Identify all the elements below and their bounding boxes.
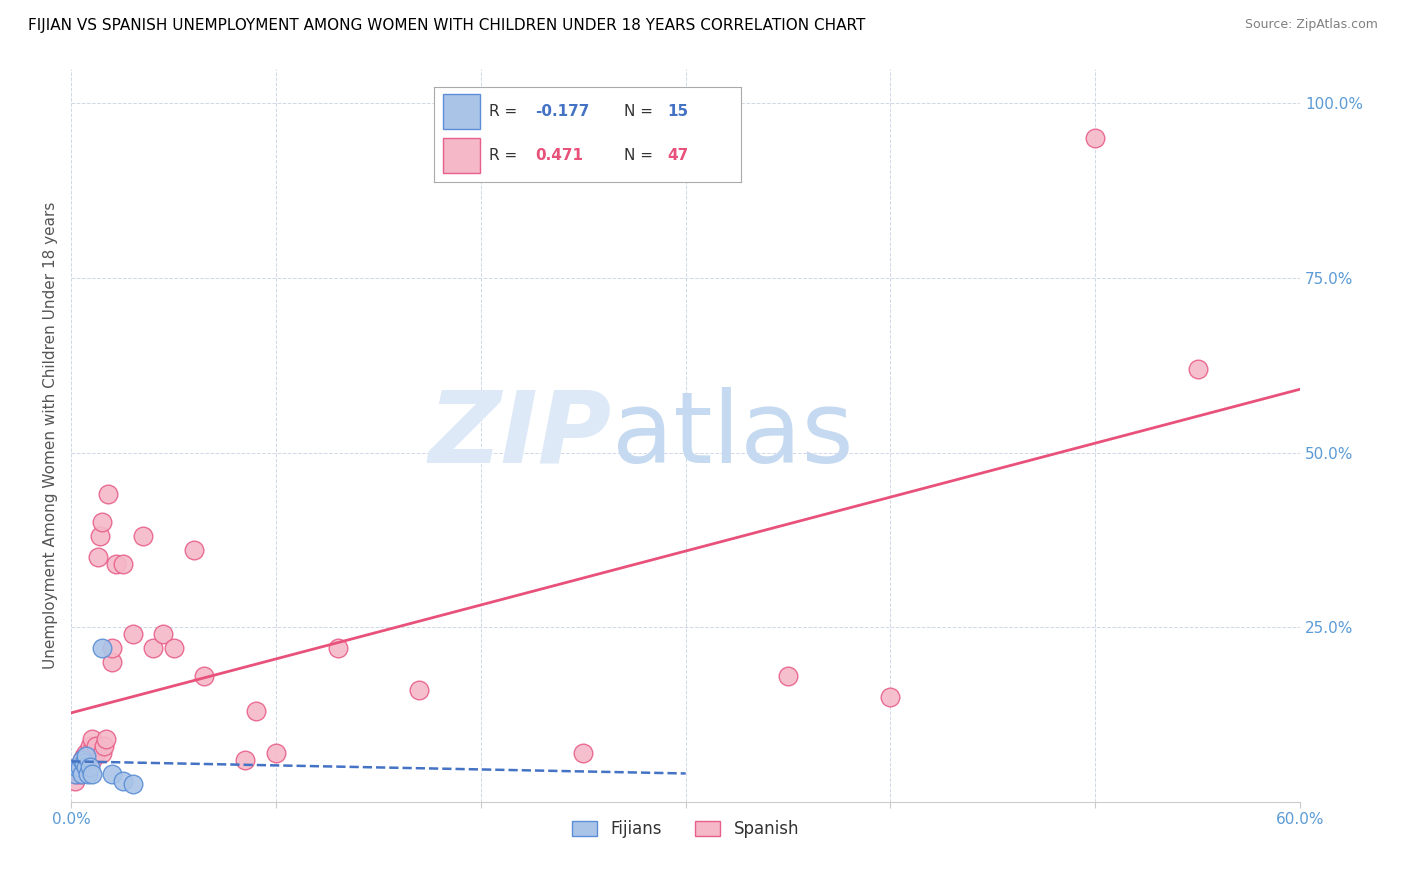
Point <box>75 759 97 773</box>
Point <box>80 766 103 780</box>
Point <box>1187 361 1209 376</box>
Point <box>76 766 98 780</box>
Point <box>326 640 349 655</box>
Point <box>121 777 143 791</box>
Point <box>80 731 103 746</box>
Text: atlas: atlas <box>612 386 853 483</box>
Point <box>91 516 114 530</box>
Point <box>91 640 114 655</box>
Point <box>121 627 143 641</box>
Text: ZIP: ZIP <box>429 386 612 483</box>
Point <box>72 756 94 771</box>
Point <box>97 487 120 501</box>
Point <box>79 739 101 753</box>
Point <box>75 746 97 760</box>
Point <box>79 759 101 773</box>
Point <box>66 766 89 780</box>
Point <box>66 759 89 773</box>
Point <box>572 746 595 760</box>
Point <box>65 773 87 788</box>
Point <box>70 759 93 773</box>
Point <box>142 640 165 655</box>
Legend: Fijians, Spanish: Fijians, Spanish <box>565 814 806 845</box>
Point <box>183 543 205 558</box>
Point <box>80 753 103 767</box>
Point <box>152 627 174 641</box>
Point <box>76 749 98 764</box>
Point <box>76 759 98 773</box>
Point <box>70 753 93 767</box>
Point <box>84 739 107 753</box>
Point <box>75 749 97 764</box>
Point <box>193 669 215 683</box>
Point <box>132 529 155 543</box>
Point <box>101 640 124 655</box>
Point <box>163 640 186 655</box>
Point <box>89 529 111 543</box>
Point <box>66 759 89 773</box>
Point <box>84 746 107 760</box>
Point <box>101 766 124 780</box>
Point <box>93 739 115 753</box>
Point <box>101 655 124 669</box>
Point <box>776 669 799 683</box>
Point <box>1084 131 1107 145</box>
Point <box>111 773 134 788</box>
Point <box>72 749 94 764</box>
Point <box>72 756 94 771</box>
Point <box>70 753 93 767</box>
Point <box>69 759 91 773</box>
Point <box>264 746 287 760</box>
Point <box>94 731 117 746</box>
Point <box>408 682 430 697</box>
Y-axis label: Unemployment Among Women with Children Under 18 years: Unemployment Among Women with Children U… <box>44 202 58 669</box>
Point <box>69 766 91 780</box>
Point <box>70 766 93 780</box>
Point <box>87 550 110 565</box>
Point <box>245 704 267 718</box>
Point <box>111 558 134 572</box>
Point <box>80 742 103 756</box>
Point <box>91 746 114 760</box>
Point <box>65 766 87 780</box>
Point <box>79 746 101 760</box>
Text: FIJIAN VS SPANISH UNEMPLOYMENT AMONG WOMEN WITH CHILDREN UNDER 18 YEARS CORRELAT: FIJIAN VS SPANISH UNEMPLOYMENT AMONG WOM… <box>28 18 866 33</box>
Point <box>105 558 128 572</box>
Text: Source: ZipAtlas.com: Source: ZipAtlas.com <box>1244 18 1378 31</box>
Point <box>235 753 257 767</box>
Point <box>75 759 97 773</box>
Point <box>879 690 901 704</box>
